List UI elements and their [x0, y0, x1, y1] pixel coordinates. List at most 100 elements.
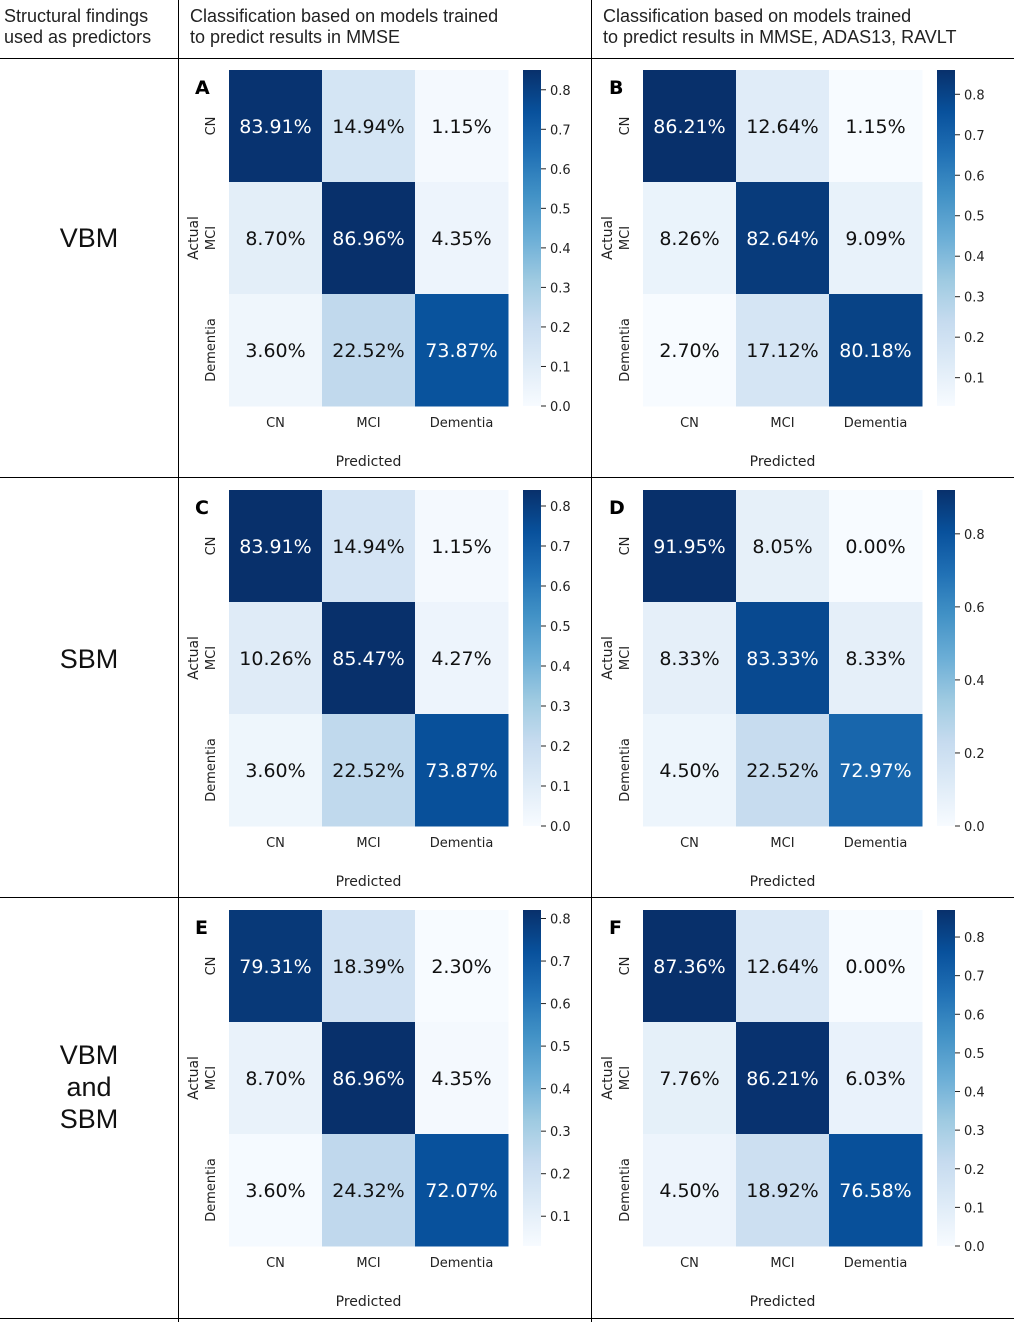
cell-value-label: 8.33% [845, 648, 905, 670]
cell-value-label: 86.21% [746, 1068, 818, 1090]
y-axis-label: Actual [600, 1056, 616, 1100]
cell-value-label: 3.60% [245, 1180, 305, 1202]
cell-value-label: 83.91% [239, 536, 311, 558]
heatmap-cell [322, 70, 416, 183]
colorbar-tick-label: 0.3 [550, 281, 571, 296]
y-axis-label: Actual [186, 636, 202, 680]
cell-value-label: 4.27% [431, 648, 491, 670]
colorbar-tick-label: 0.3 [550, 1125, 571, 1140]
x-tick-label: CN [680, 1256, 699, 1271]
colorbar-tick-label: 0.0 [550, 820, 571, 835]
heatmap-cell [322, 294, 416, 407]
colorbar-tick-label: 0.4 [964, 250, 985, 265]
heatmap-cell [415, 70, 509, 183]
x-tick-label: CN [680, 416, 699, 431]
cell-value-label: 1.15% [431, 536, 491, 558]
colorbar-tick-label: 0.2 [550, 740, 571, 755]
heatmap-cell [229, 490, 323, 603]
cell-value-label: 86.96% [332, 228, 404, 250]
colorbar-tick-label: 0.6 [964, 1008, 985, 1023]
x-tick-label: MCI [770, 1256, 794, 1271]
y-tick-label: Dementia [204, 318, 219, 382]
colorbar-tick-label: 0.5 [550, 620, 571, 635]
cell-value-label: 24.32% [332, 1180, 404, 1202]
row-label-vbm-and-sbm: VBM and SBM [0, 1039, 178, 1135]
cell-value-label: 83.33% [746, 648, 818, 670]
colorbar-tick-label: 0.7 [964, 129, 985, 144]
heatmap-cell [415, 490, 509, 603]
colorbar-tick-label: 0.5 [550, 202, 571, 217]
cell-value-label: 82.64% [746, 228, 818, 250]
colorbar-tick-label: 0.2 [964, 1163, 985, 1178]
heatmap-cell [415, 910, 509, 1023]
cell-value-label: 22.52% [332, 760, 404, 782]
cell-value-label: 86.21% [653, 116, 725, 138]
colorbar-tick-label: 0.5 [964, 210, 985, 225]
heatmap-cell [229, 910, 323, 1023]
cell-value-label: 8.70% [245, 228, 305, 250]
heatmap-cell [229, 602, 323, 715]
confusion-matrix-e: E 79.31% 18.39% 2.30% 8.70% 86.96% 4.35% 3.60% 2… [186, 910, 571, 1310]
heatmap-cell [829, 602, 923, 715]
cell-value-label: 12.64% [746, 956, 818, 978]
colorbar [523, 490, 541, 826]
cell-value-label: 0.00% [845, 956, 905, 978]
heatmap-cell [643, 70, 737, 183]
heatmap-cell [322, 490, 416, 603]
heatmap-cell [229, 182, 323, 295]
cell-value-label: 7.76% [659, 1068, 719, 1090]
colorbar-tick-label: 0.2 [964, 331, 985, 346]
heatmap-cell [643, 1134, 737, 1247]
header-predictors: Structural findings used as predictors [4, 6, 151, 48]
x-tick-label: MCI [770, 836, 794, 851]
cell-value-label: 4.35% [431, 1068, 491, 1090]
x-axis-label: Predicted [336, 874, 402, 890]
heatmap-cell [229, 294, 323, 407]
cell-value-label: 76.58% [839, 1180, 911, 1202]
cell-value-label: 91.95% [653, 536, 725, 558]
colorbar-tick-label: 0.2 [964, 747, 985, 762]
colorbar-tick-label: 0.7 [550, 123, 571, 138]
heatmap-cell [736, 1134, 830, 1247]
cell-value-label: 17.12% [746, 340, 818, 362]
table-bottom-border [0, 1318, 1014, 1319]
header-multi-line-2: to predict results in MMSE, ADAS13, RAVL… [603, 27, 957, 47]
heatmap-cell [322, 714, 416, 827]
x-tick-label: Dementia [844, 836, 908, 851]
cell-value-label: 3.60% [245, 340, 305, 362]
panel-letter: E [195, 917, 208, 939]
row-label-sbm-text: SBM [59, 644, 119, 674]
y-tick-label: MCI [618, 646, 633, 670]
panel-letter: D [609, 497, 625, 519]
cell-value-label: 2.70% [659, 340, 719, 362]
colorbar-tick-label: 0.3 [550, 700, 571, 715]
cell-value-label: 18.92% [746, 1180, 818, 1202]
heatmap-cell [229, 1022, 323, 1135]
confusion-matrix-b: B 86.21% 12.64% 1.15% 8.26% 82.64% 9.09% 2.70% 1… [600, 70, 985, 470]
heatmap-cell [736, 602, 830, 715]
colorbar-tick-label: 0.3 [964, 1124, 985, 1139]
heatmap-cell [829, 714, 923, 827]
heatmap-cell [322, 602, 416, 715]
y-tick-label: CN [618, 537, 633, 556]
colorbar-tick-label: 0.1 [964, 1201, 985, 1216]
colorbar [523, 70, 541, 406]
heatmap-cell [643, 182, 737, 295]
colorbar-tick-label: 0.1 [550, 1210, 571, 1225]
colorbar [937, 910, 955, 1246]
colorbar-tick-label: 0.8 [964, 88, 985, 103]
cell-value-label: 72.07% [425, 1180, 497, 1202]
heatmap-cell [829, 910, 923, 1023]
row-divider-2 [0, 897, 1014, 898]
x-axis-label: Predicted [750, 454, 816, 470]
y-tick-label: Dementia [618, 738, 633, 802]
colorbar-tick-label: 0.6 [550, 998, 571, 1013]
heatmap-cell [322, 1134, 416, 1247]
y-tick-label: CN [618, 117, 633, 136]
x-tick-label: MCI [356, 836, 380, 851]
heatmap-cell [829, 294, 923, 407]
cell-value-label: 83.91% [239, 116, 311, 138]
colorbar-tick-label: 0.8 [964, 931, 985, 946]
colorbar-tick-label: 0.7 [550, 955, 571, 970]
x-tick-label: CN [266, 416, 285, 431]
